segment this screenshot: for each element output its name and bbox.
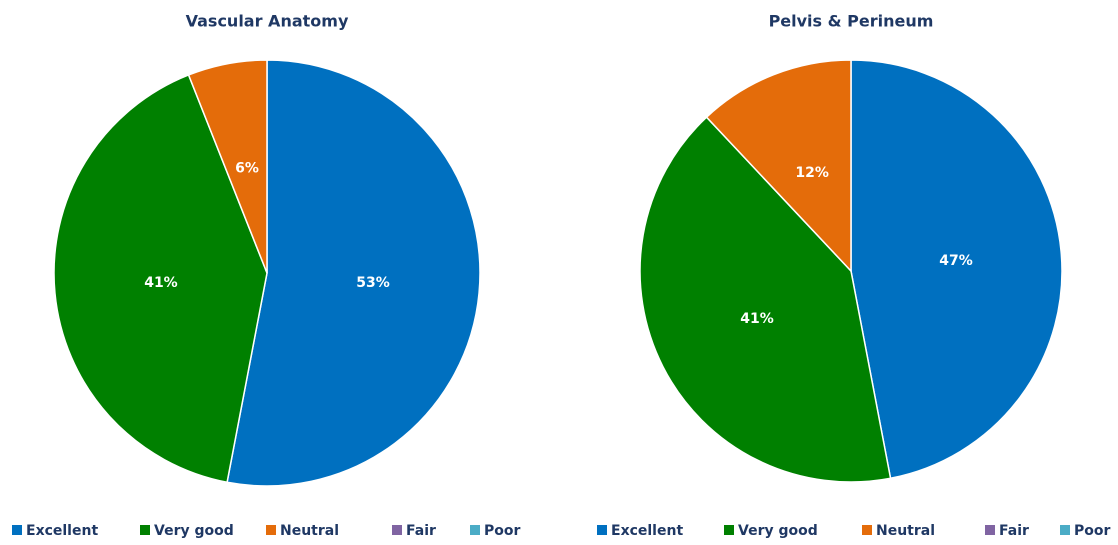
legend-swatch	[862, 525, 872, 535]
legend-swatch	[985, 525, 995, 535]
legend-swatch	[266, 525, 276, 535]
data-label: 47%	[939, 253, 973, 269]
pie-slice	[53, 73, 268, 484]
legend-label: Very good	[738, 523, 818, 539]
pie-slice	[639, 116, 892, 483]
pie-slice	[705, 59, 852, 273]
legend-label: Poor	[1074, 523, 1110, 539]
data-label: 12%	[795, 165, 829, 181]
pie-slice	[226, 59, 481, 487]
pie-slice	[187, 59, 268, 274]
legend-swatch	[140, 525, 150, 535]
data-label: 6%	[235, 160, 259, 176]
pie-chart: Vascular Anatomy 53% 41% 6% Excellent Very go…	[12, 12, 520, 539]
legend-label: Fair	[999, 523, 1029, 539]
chart-title: Vascular Anatomy	[186, 12, 349, 31]
pie-chart: Pelvis & Perineum 47% 41% 12% Excellent Very …	[597, 12, 1110, 539]
legend-swatch	[1060, 525, 1070, 535]
legend-label: Fair	[406, 523, 436, 539]
legend-swatch	[470, 525, 480, 535]
data-label: 41%	[740, 311, 774, 327]
data-label: 53%	[356, 275, 390, 291]
pie-slice	[850, 59, 1063, 480]
legend-label: Very good	[154, 523, 234, 539]
legend-swatch	[597, 525, 607, 535]
legend-label: Poor	[484, 523, 520, 539]
legend-swatch	[12, 525, 22, 535]
legend-label: Excellent	[611, 523, 683, 539]
legend-label: Excellent	[26, 523, 98, 539]
legend-swatch	[724, 525, 734, 535]
legend-label: Neutral	[876, 523, 935, 539]
legend-swatch	[392, 525, 402, 535]
chart-title: Pelvis & Perineum	[769, 12, 934, 31]
data-label: 41%	[144, 275, 178, 291]
legend-label: Neutral	[280, 523, 339, 539]
